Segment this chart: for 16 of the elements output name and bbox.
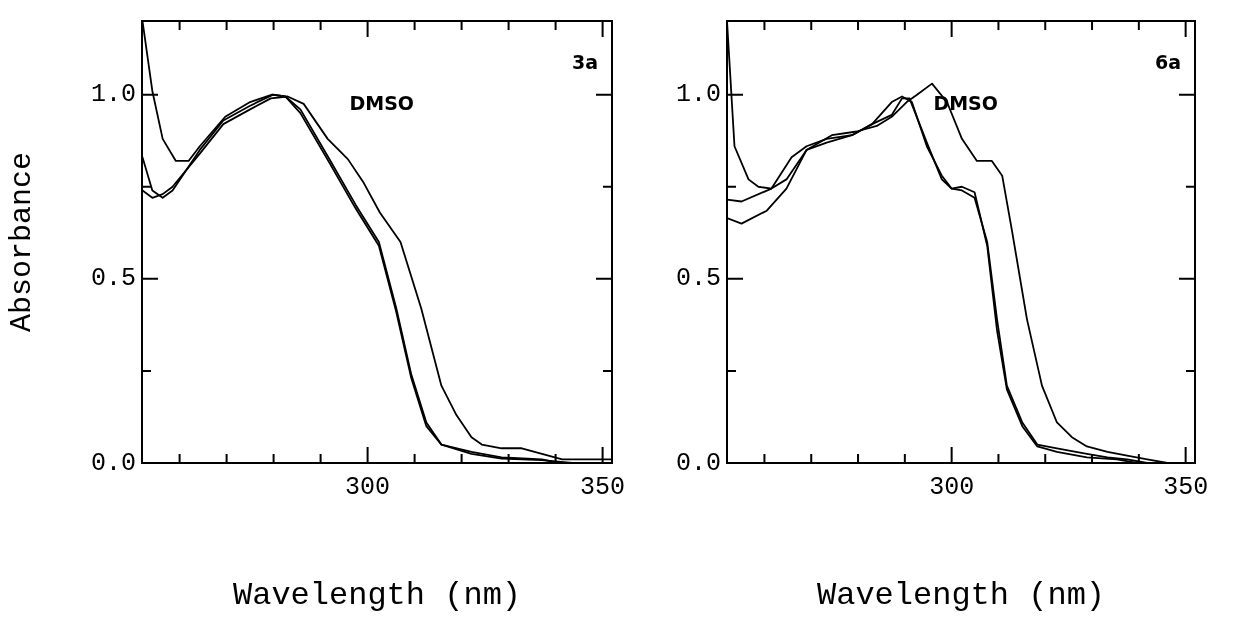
y-tick-label: 1.0 [90, 80, 136, 110]
text: 3a [571, 51, 598, 74]
x-tick-label: 350 [580, 473, 626, 503]
x-axis-title: Wavelength (nm) [232, 577, 522, 615]
y-tick-label: 0.5 [675, 264, 721, 294]
x-axis-title: Wavelength (nm) [816, 577, 1106, 615]
x-tick-label: 300 [345, 473, 391, 503]
x-tick-label: 350 [1163, 473, 1209, 503]
y-tick-label: 0.5 [90, 264, 136, 294]
y-tick-label: 0.0 [675, 448, 721, 478]
y-tick-label: 1.0 [675, 80, 721, 110]
text: 6a [1154, 51, 1181, 74]
x-tick-label: 300 [929, 473, 975, 503]
y-tick-label: 0.0 [90, 448, 136, 478]
y-axis-title: Absorbance [4, 151, 39, 333]
annotation: DMSO [349, 91, 414, 114]
